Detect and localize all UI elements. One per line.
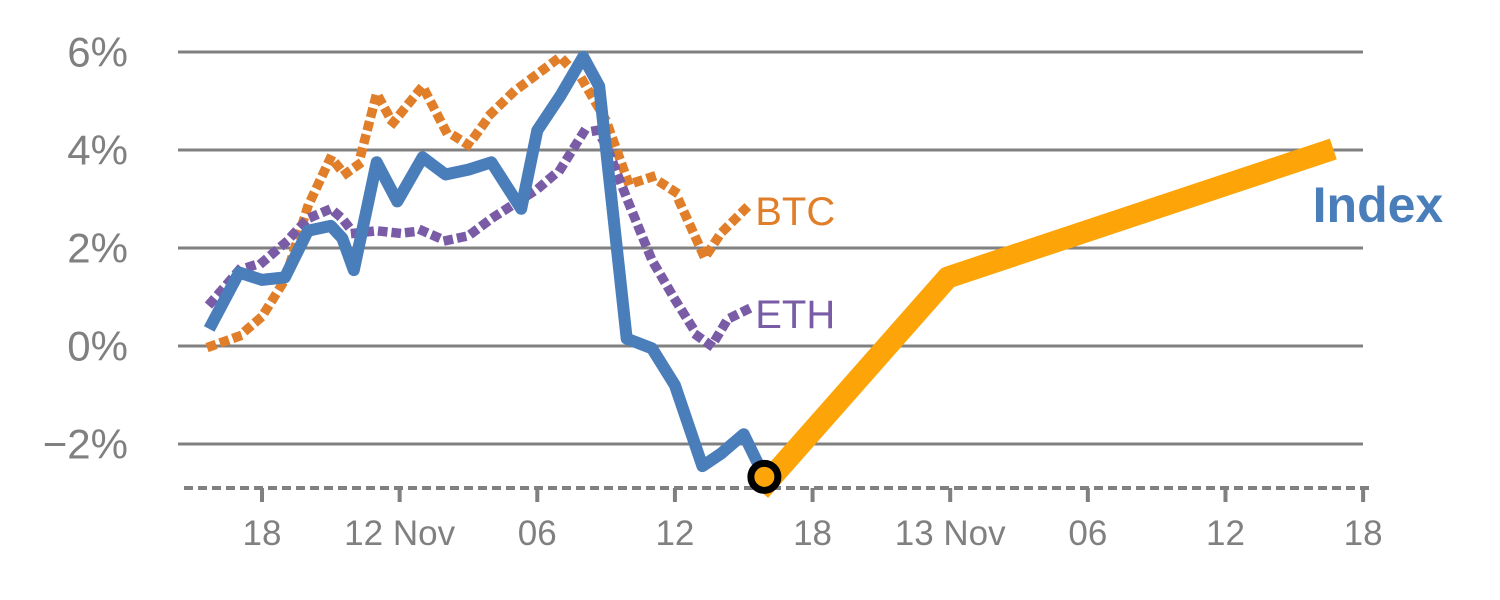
- x-tick-label: 06: [518, 514, 557, 553]
- x-tick-label: 12: [1206, 514, 1245, 553]
- x-tick-label: 18: [1344, 514, 1383, 553]
- x-tick-label: 18: [793, 514, 832, 553]
- y-tick-label: −2%: [43, 421, 128, 468]
- y-tick-label: 0%: [67, 323, 128, 370]
- x-tick-label: 18: [243, 514, 282, 553]
- x-tick-label: 13 Nov: [895, 514, 1006, 553]
- series-line-index: [203, 50, 770, 480]
- series-label-btc: BTC: [755, 190, 835, 234]
- forecast-start-point-marker: [747, 459, 782, 494]
- series-line-eth: [204, 125, 760, 351]
- x-tick-label: 12: [655, 514, 694, 553]
- x-tick-label: 06: [1068, 514, 1107, 553]
- y-tick-label: 6%: [67, 29, 128, 76]
- series-label-eth: ETH: [755, 293, 835, 337]
- series-line-btc: [205, 52, 760, 353]
- series-line-index-forecast: [751, 138, 1337, 498]
- series-label-index: Index: [1313, 177, 1444, 233]
- y-tick-label: 4%: [67, 127, 128, 174]
- x-tick-label: 12 Nov: [344, 514, 455, 553]
- y-tick-label: 2%: [67, 225, 128, 272]
